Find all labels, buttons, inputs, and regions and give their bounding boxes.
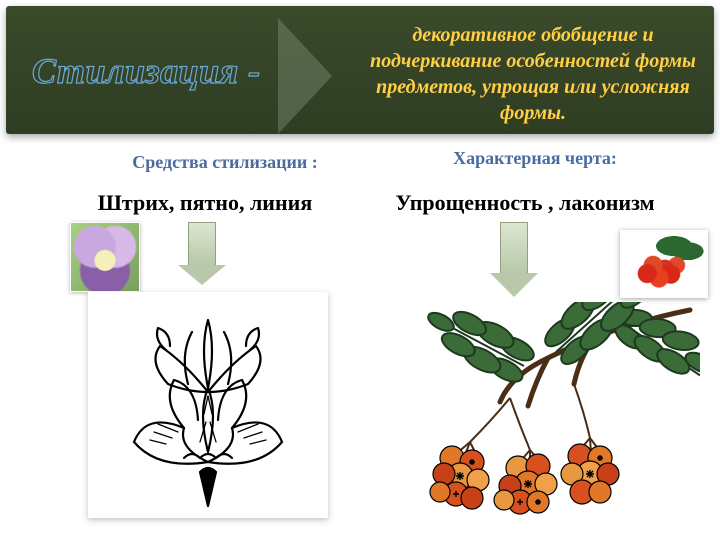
header-arrow-icon: [278, 18, 332, 134]
answer-right: Упрощенность , лаконизм: [350, 190, 700, 216]
answer-left: Штрих, пятно, линия: [80, 190, 330, 216]
page-title: Стилизация -: [32, 50, 261, 92]
subheading-right: Характерная черта:: [400, 148, 670, 169]
rowan-illustration: [360, 302, 700, 532]
down-arrow-right-icon: [490, 222, 538, 297]
header-band: Стилизация - декоративное обобщение и по…: [6, 6, 714, 134]
iris-photo: [70, 222, 140, 292]
iris-linework-panel: [88, 292, 328, 518]
rowan-photo: [620, 230, 708, 298]
down-arrow-left-icon: [178, 222, 226, 285]
definition-text: декоративное обобщение и подчеркивание о…: [362, 22, 704, 126]
subheading-left: Средства стилизации :: [110, 152, 340, 173]
